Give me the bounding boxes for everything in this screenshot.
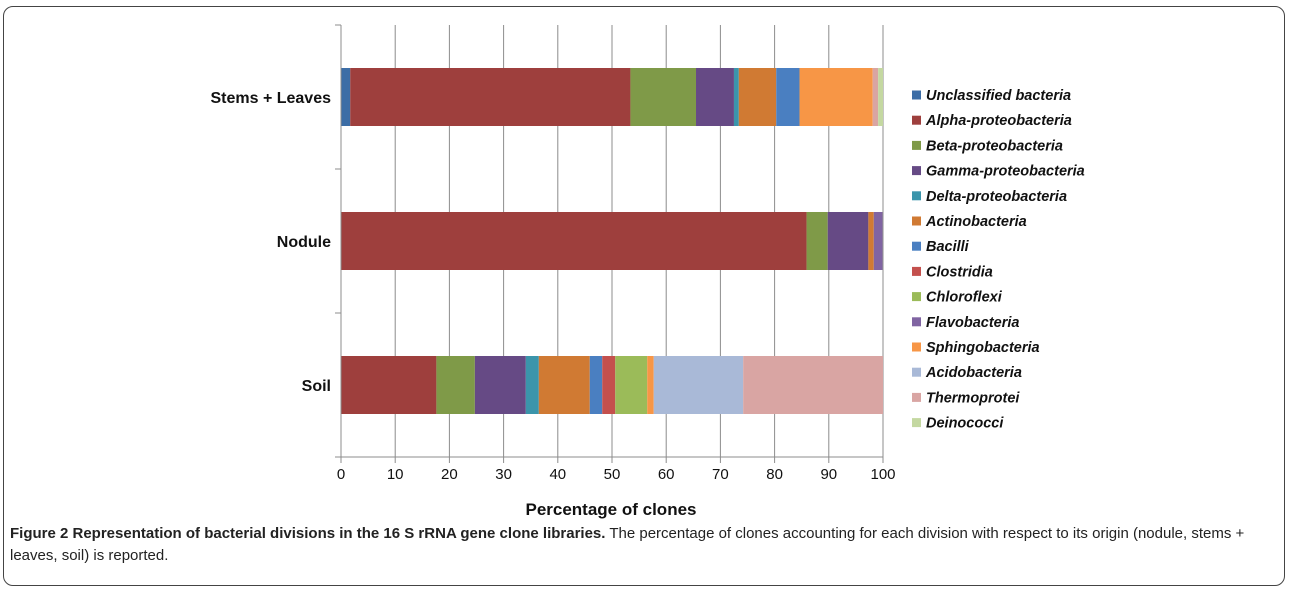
caption-text: The percentage of clones accounting for … — [10, 525, 1245, 564]
legend-swatch — [912, 292, 921, 302]
legend-swatch — [912, 166, 921, 176]
figure-frame — [3, 6, 1285, 586]
legend-label: Bacilli — [926, 239, 970, 255]
legend-layer: Unclassified bacteria Alpha-proteobacteri… — [912, 88, 1085, 432]
bar-segment — [878, 68, 883, 126]
bar-segment — [776, 68, 800, 126]
legend-label: Deinococci — [926, 416, 1004, 432]
bar-segment — [341, 356, 437, 414]
bar-segment — [733, 68, 739, 126]
bar-segment — [538, 356, 590, 414]
x-tick-label: 10 — [387, 466, 404, 483]
category-label: Stems + Leaves — [210, 90, 331, 107]
bar-layer — [341, 68, 883, 414]
legend-label: Thermoprotei — [926, 390, 1020, 406]
bar-segment — [474, 356, 526, 414]
category-label: Soil — [302, 378, 331, 395]
x-tick-label: 80 — [766, 466, 783, 483]
bar-segment — [868, 212, 874, 270]
bar-segment — [602, 356, 616, 414]
category-label: Nodule — [277, 234, 331, 251]
x-tick-label: 70 — [712, 466, 729, 483]
bar-segment — [615, 356, 648, 414]
x-tick-label: 90 — [820, 466, 837, 483]
legend-label: Chloroflexi — [926, 290, 1003, 306]
bar-segment — [350, 68, 631, 126]
legend-label: Delta-proteobacteria — [926, 189, 1067, 205]
legend-label: Sphingobacteria — [926, 340, 1040, 356]
bar-segment — [589, 356, 603, 414]
legend-label: Clostridia — [926, 264, 993, 280]
bar-segment — [653, 356, 744, 414]
bar-segment — [743, 356, 883, 414]
legend-swatch — [912, 342, 921, 352]
x-tick-label: 60 — [658, 466, 675, 483]
legend-label: Flavobacteria — [926, 315, 1020, 331]
bar-segment — [341, 68, 351, 126]
bar-segment — [799, 68, 873, 126]
x-tick-label: 100 — [870, 466, 895, 483]
legend-label: Gamma-proteobacteria — [926, 164, 1085, 180]
figure-caption: Figure 2 Representation of bacterial div… — [10, 523, 1280, 567]
bar-segment — [647, 356, 654, 414]
axis-layer: Stems + Leaves Nodule Soil 0 10 20 30 40 50 60 70 8… — [210, 24, 896, 483]
legend-label: Alpha-proteobacteria — [925, 113, 1072, 129]
legend-label: Beta-proteobacteria — [926, 138, 1063, 154]
bar-segment — [341, 212, 807, 270]
bar-segment — [806, 212, 828, 270]
x-tick-label: 20 — [441, 466, 458, 483]
x-tick-label: 40 — [549, 466, 566, 483]
legend-swatch — [912, 367, 921, 377]
legend-swatch — [912, 140, 921, 150]
legend-label: Unclassified bacteria — [926, 88, 1071, 104]
legend-swatch — [912, 191, 921, 201]
legend-swatch — [912, 216, 921, 226]
bar-segment — [630, 68, 697, 126]
bar-segment — [436, 356, 475, 414]
bar-segment — [696, 68, 734, 126]
bar-segment — [827, 212, 869, 270]
legend-swatch — [912, 418, 921, 428]
bar-segment — [872, 68, 879, 126]
x-tick-label: 50 — [604, 466, 621, 483]
x-tick-label: 0 — [337, 466, 345, 483]
caption-title: Figure 2 Representation of bacterial div… — [10, 525, 606, 542]
legend-swatch — [912, 115, 921, 125]
legend-swatch — [912, 90, 921, 100]
legend-label: Actinobacteria — [925, 214, 1027, 230]
legend-swatch — [912, 317, 921, 327]
x-tick-label: 30 — [495, 466, 512, 483]
bar-segment — [873, 212, 883, 270]
legend-swatch — [912, 392, 921, 402]
bar-segment — [525, 356, 539, 414]
legend-swatch — [912, 241, 921, 251]
bar-segment — [738, 68, 777, 126]
x-axis-title: Percentage of clones — [525, 500, 696, 519]
legend-label: Acidobacteria — [925, 365, 1022, 381]
legend-swatch — [912, 266, 921, 276]
